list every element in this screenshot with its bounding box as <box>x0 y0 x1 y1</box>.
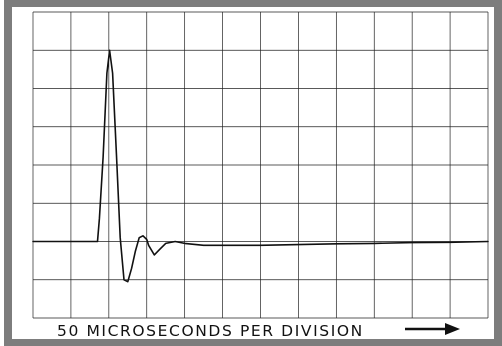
waveform-trace <box>32 49 489 283</box>
arrow-right-icon <box>445 323 460 335</box>
chart-frame <box>4 0 502 346</box>
x-axis-caption-group: 50 MICROSECONDS PER DIVISION <box>57 322 460 340</box>
x-axis-label: 50 MICROSECONDS PER DIVISION <box>57 322 364 340</box>
graticule-grid <box>32 11 489 319</box>
